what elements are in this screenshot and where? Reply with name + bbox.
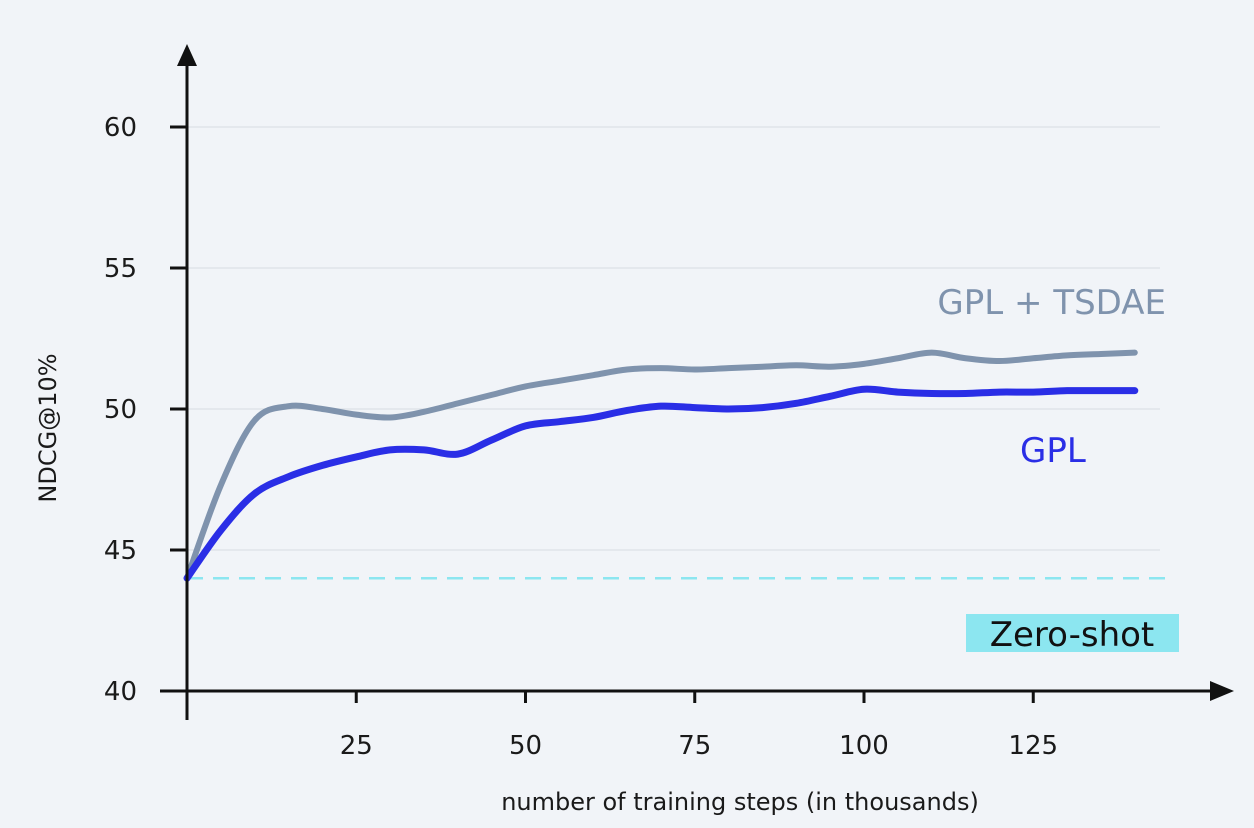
zero-shot-label: Zero-shot [990,615,1155,655]
y-tick-label: 40 [104,677,137,707]
x-tick-label: 125 [1008,731,1058,761]
x-axis-title: number of training steps (in thousands) [501,788,979,816]
tick-labels: 40 45 50 55 60 25 50 75 100 125 [104,113,1058,761]
axes [160,44,1234,720]
y-tick-label: 55 [104,254,137,284]
x-tick-label: 100 [839,731,889,761]
y-axis-title: NDCG@10% [34,353,62,502]
y-tick-label: 45 [104,536,137,566]
y-tick-label: 50 [104,395,137,425]
series-line-gpl [183,385,1139,582]
series-line-gpl-tsdae [184,349,1138,582]
x-axis-arrow [1210,681,1234,701]
y-axis-arrow [177,44,197,66]
grid-lines [187,126,1160,551]
series-label-gpl-tsdae: GPL + TSDAE [937,283,1166,323]
zero-shot-highlight [966,614,1179,652]
y-tick-label: 60 [104,113,137,143]
series-label-gpl: GPL [1020,431,1086,471]
series-lines [183,349,1139,582]
x-tick-label: 25 [340,731,373,761]
series-labels: GPL + TSDAE GPL Zero-shot [937,283,1179,655]
x-tick-label: 75 [678,731,711,761]
x-tick-label: 50 [509,731,542,761]
